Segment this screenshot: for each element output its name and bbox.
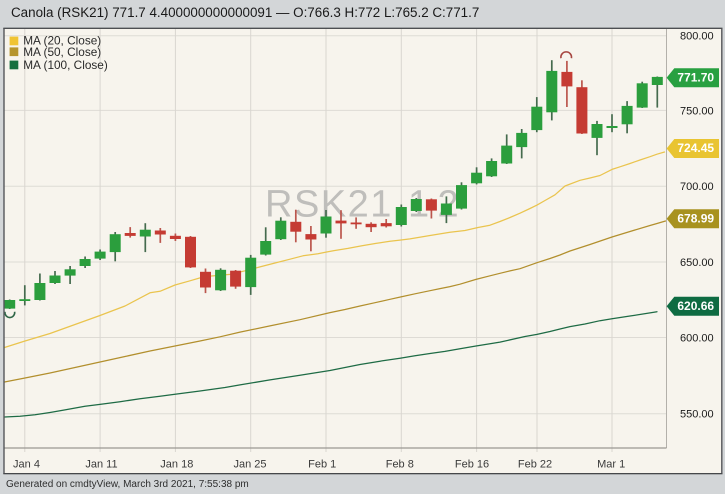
- svg-text:620.66: 620.66: [677, 299, 714, 313]
- svg-text:Generated on cmdtyView, March: Generated on cmdtyView, March 3rd 2021, …: [6, 479, 249, 490]
- svg-text:771.70: 771.70: [677, 71, 714, 85]
- svg-text:724.45: 724.45: [677, 141, 714, 155]
- svg-text:RSK21,: RSK21,: [265, 184, 405, 226]
- svg-text:Jan 11: Jan 11: [85, 459, 117, 471]
- svg-text:750.00: 750.00: [680, 105, 714, 117]
- svg-text:550.00: 550.00: [680, 409, 714, 421]
- svg-text:Feb 22: Feb 22: [518, 459, 552, 471]
- svg-text:700.00: 700.00: [680, 181, 714, 193]
- svg-text:600.00: 600.00: [680, 332, 714, 344]
- svg-text:800.00: 800.00: [680, 31, 714, 43]
- svg-text:MA (20, Close): MA (20, Close): [23, 34, 101, 48]
- svg-text:Jan 4: Jan 4: [13, 459, 40, 471]
- svg-text:MA (50, Close): MA (50, Close): [23, 45, 101, 59]
- svg-text:Mar 1: Mar 1: [597, 459, 625, 471]
- svg-text:Feb 8: Feb 8: [386, 459, 414, 471]
- svg-text:678.99: 678.99: [677, 211, 714, 225]
- svg-text:MA (100, Close): MA (100, Close): [23, 58, 108, 72]
- svg-text:650.00: 650.00: [680, 257, 714, 269]
- svg-text:Canola (RSK21) 771.7 4.4000000: Canola (RSK21) 771.7 4.400000000000091 —…: [11, 5, 479, 20]
- svg-text:Feb 1: Feb 1: [308, 459, 336, 471]
- svg-text:Feb 16: Feb 16: [455, 459, 489, 471]
- svg-text:Jan 25: Jan 25: [233, 459, 266, 471]
- svg-text:Jan 18: Jan 18: [160, 459, 193, 471]
